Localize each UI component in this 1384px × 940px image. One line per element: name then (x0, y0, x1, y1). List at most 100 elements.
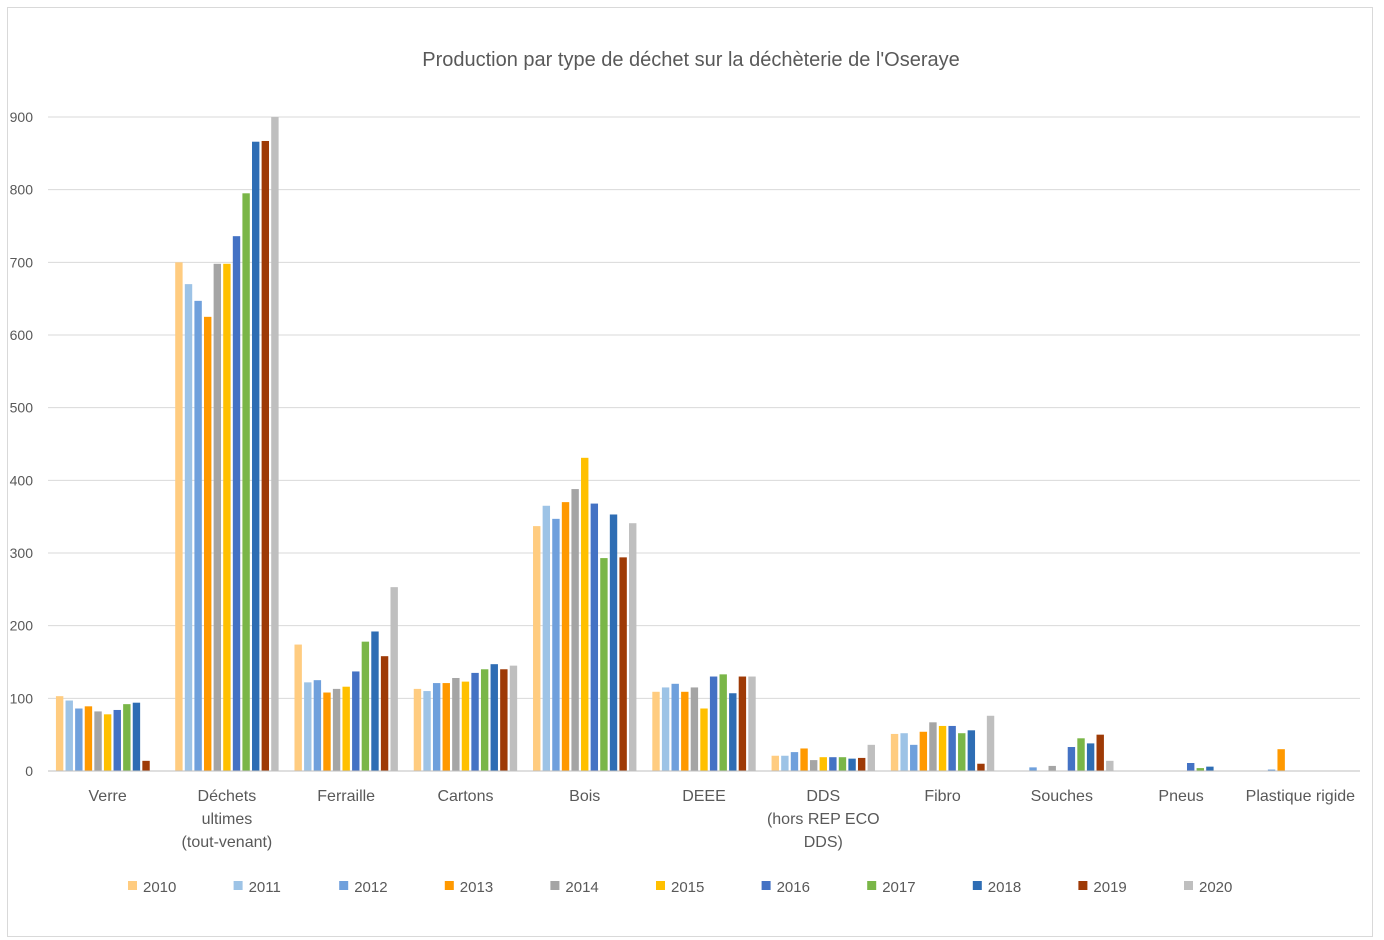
bar (809, 760, 818, 771)
bar (261, 140, 270, 772)
legend-label: 2018 (988, 879, 1021, 896)
bar (590, 503, 599, 771)
bar (848, 758, 856, 771)
legend-swatch (972, 881, 982, 890)
bar (542, 505, 551, 771)
legend-label: 2011 (249, 879, 281, 896)
bar (294, 644, 302, 771)
category-label: DEEE (682, 788, 726, 805)
legend-label: 2016 (777, 879, 810, 896)
bar (352, 671, 360, 771)
bar (819, 757, 827, 771)
bar (561, 502, 570, 771)
category-label: DDS (806, 788, 840, 805)
bar (1206, 766, 1214, 771)
bar (252, 141, 260, 771)
legend-label: 2015 (671, 879, 704, 896)
bar (1267, 769, 1276, 771)
bar (509, 665, 518, 771)
bar (1077, 738, 1085, 771)
bar (800, 748, 808, 771)
legend-label: 2013 (460, 879, 493, 896)
legend: 2010 2011 2012 2013 2014 2015 2016 2017 2018 2019… (128, 879, 1232, 896)
bar (432, 683, 441, 771)
bar (232, 236, 241, 771)
bar (471, 672, 479, 771)
category-label: ultimes (202, 811, 253, 828)
y-tick-label: 700 (10, 254, 34, 270)
category-label: Déchets (198, 788, 257, 805)
bar (552, 518, 560, 771)
bar (581, 457, 589, 771)
y-tick-label: 300 (10, 545, 34, 561)
bar (94, 711, 102, 771)
legend-swatch (656, 881, 665, 890)
bar (571, 489, 579, 771)
bar (361, 641, 370, 771)
legend-label: 2012 (354, 879, 387, 896)
bar (829, 757, 837, 771)
category-label: Cartons (437, 788, 493, 805)
bar (1196, 768, 1204, 771)
bar (452, 677, 460, 771)
bar (1067, 747, 1076, 771)
bar (55, 696, 64, 771)
category-label: DDS) (804, 834, 843, 851)
bars (55, 117, 1285, 772)
bar (910, 744, 918, 771)
category-label: Plastique rigide (1246, 788, 1356, 805)
legend-label: 2019 (1093, 879, 1126, 896)
y-tick-label: 400 (10, 472, 34, 488)
bar (700, 708, 708, 771)
y-tick-label: 0 (25, 763, 33, 779)
legend-label: 2010 (143, 879, 176, 896)
y-tick-label: 800 (10, 182, 34, 198)
legend-swatch (128, 881, 137, 890)
bar (204, 316, 212, 771)
bar (184, 284, 193, 771)
legend-label: 2020 (1199, 879, 1232, 896)
bar (719, 674, 727, 771)
category-label: (hors REP ECO (767, 811, 880, 828)
bar (223, 263, 231, 771)
category-labels: Verre Déchets ultimes (tout-venant) Ferraill… (89, 788, 1356, 851)
bar (838, 757, 847, 771)
bar (619, 557, 627, 771)
legend-label: 2017 (882, 879, 915, 896)
bar (1096, 734, 1104, 771)
bar (480, 669, 489, 771)
legend-swatch (550, 881, 560, 890)
bar (1086, 743, 1095, 771)
y-tick-label: 600 (10, 327, 34, 343)
bar (738, 676, 747, 771)
legend-swatch (761, 881, 771, 890)
bar (533, 526, 541, 771)
bar (175, 262, 183, 771)
bar (103, 714, 112, 771)
bar (313, 680, 322, 771)
bar (652, 691, 660, 771)
bar (461, 681, 470, 771)
bar (332, 688, 341, 771)
bar (900, 733, 908, 771)
category-label: (tout-venant) (182, 834, 273, 851)
y-axis-ticks: 0 100 200 300 400 500 600 700 800 900 (10, 109, 34, 779)
bar (213, 263, 222, 771)
category-label: Bois (569, 788, 600, 805)
y-tick-label: 100 (10, 690, 34, 706)
bar (413, 688, 422, 771)
category-label: Ferraille (317, 788, 375, 805)
bar (629, 523, 637, 771)
bar (986, 715, 995, 771)
bar (867, 744, 875, 771)
bar (919, 731, 928, 771)
bar (671, 683, 679, 771)
bar (1186, 763, 1195, 771)
bar (123, 704, 131, 771)
legend-swatch (867, 881, 877, 890)
bar (890, 733, 899, 771)
bar (781, 755, 789, 771)
bar (661, 687, 670, 771)
bar (1029, 767, 1037, 771)
